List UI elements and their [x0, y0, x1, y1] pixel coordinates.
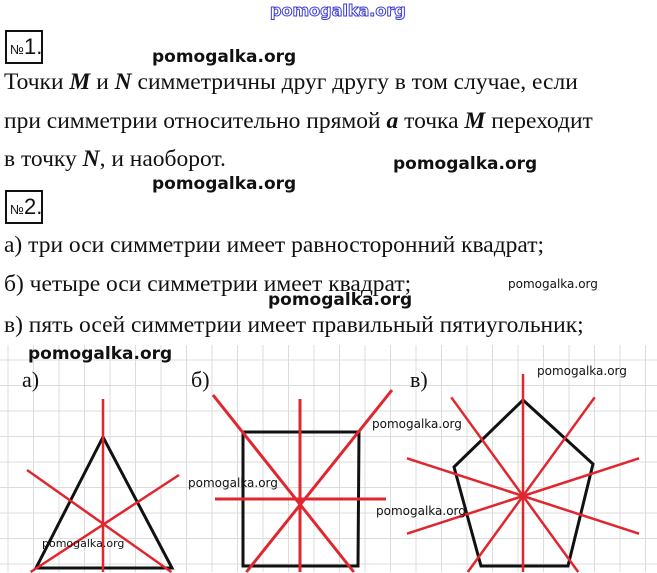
watermark: pomogalka.org [393, 154, 538, 174]
square-shape [241, 430, 361, 568]
symmetry-axis [211, 394, 355, 573]
symmetry-figures [0, 345, 657, 573]
watermark: pomogalka.org [537, 364, 627, 378]
symmetry-axis [29, 473, 180, 573]
task-number-1: №1. [5, 30, 43, 64]
watermark: pomogalka.org [42, 537, 125, 550]
answer-b: б) четыре оси симметрии имеет квадрат; [4, 271, 412, 297]
symmetry-axis [450, 396, 580, 573]
answer-c: в) пять осей симметрии имеет правильный … [4, 312, 584, 338]
symmetry-axis [245, 389, 394, 573]
task-number-2: №2. [5, 190, 43, 224]
watermark: pomogalka.org [508, 277, 598, 291]
watermark: pomogalka.org [152, 174, 297, 194]
grid-background [0, 345, 657, 572]
watermark: pomogalka.org [376, 504, 466, 518]
task1-line-2: при симметрии относительно прямой a точк… [4, 108, 593, 134]
figure-label-c: в) [410, 367, 428, 392]
symmetry-axis [466, 396, 596, 573]
figure-label-b: б) [191, 367, 210, 392]
watermark: pomogalka.org [268, 290, 413, 310]
task1-line-3: в точку N, и наоборот. [4, 146, 226, 172]
watermark: pomogalka.org [188, 476, 278, 490]
task1-line-1: Точки M и N симметричны друг другу в том… [4, 69, 578, 95]
watermark: pomogalka.org [28, 344, 173, 364]
figure-label-a: а) [22, 367, 40, 392]
symmetry-axis [26, 468, 173, 573]
watermark: pomogalka.org [270, 1, 407, 20]
pentagon-shape [452, 397, 595, 568]
answer-a: а) три оси симметрии имеет равносторонни… [4, 232, 545, 258]
watermark: pomogalka.org [152, 47, 297, 67]
watermark: pomogalka.org [372, 417, 462, 431]
